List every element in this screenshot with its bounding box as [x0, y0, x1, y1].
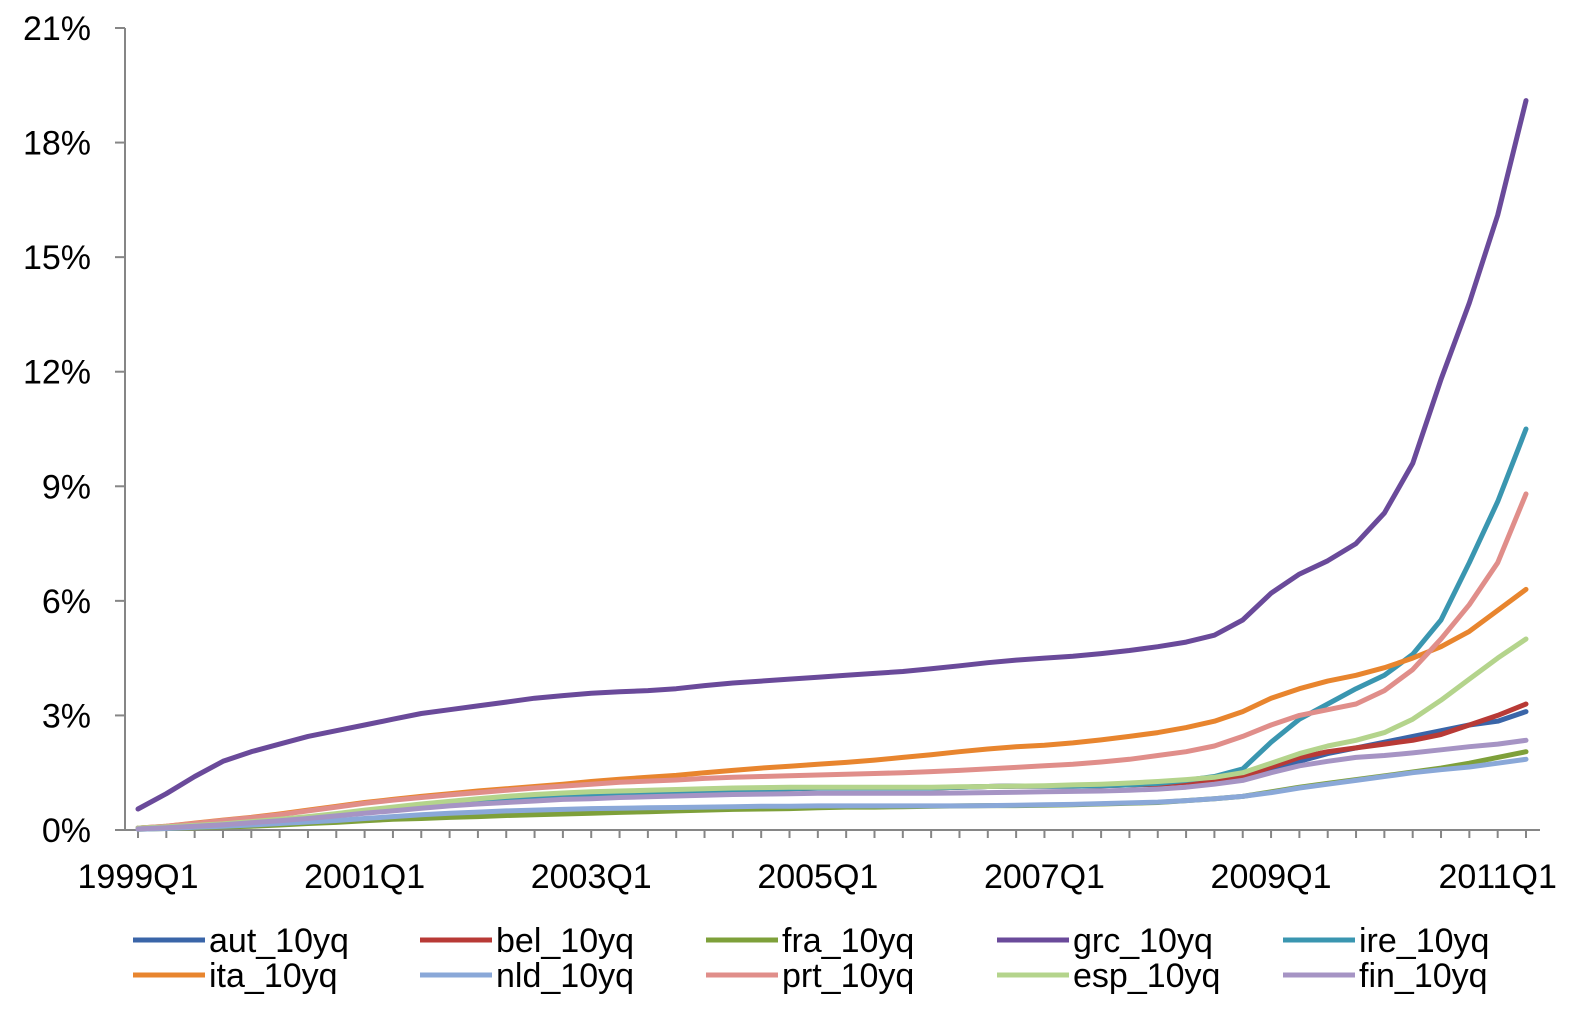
- series-line-nld-10yq: [135, 756, 1529, 832]
- legend-label-esp-10yq: esp_10yq: [1073, 957, 1220, 995]
- x-tick-label: 2009Q1: [1211, 858, 1332, 896]
- series-layer: [135, 98, 1529, 832]
- legend-label-fin-10yq: fin_10yq: [1359, 957, 1488, 995]
- legend-label-ita-10yq: ita_10yq: [209, 957, 338, 995]
- y-tick-label: 18%: [23, 125, 91, 163]
- x-tick-label: 2011Q1: [1438, 858, 1556, 896]
- y-tick-label: 0%: [42, 812, 91, 850]
- x-tick-label: 2007Q1: [984, 858, 1105, 896]
- axes-layer: 0% 3% 6% 9% 12% 15% 18% 21% 1999Q1 2001Q1 2003Q1 20…: [23, 10, 1557, 896]
- y-tick-label: 12%: [23, 354, 91, 392]
- legend-label-aut-10yq: aut_10yq: [209, 922, 349, 960]
- legend-label-prt-10yq: prt_10yq: [782, 957, 914, 995]
- y-tick-label: 21%: [23, 10, 91, 48]
- x-tick-label: 2001Q1: [304, 858, 425, 896]
- x-tick-label: 2003Q1: [531, 858, 652, 896]
- legend-label-fra-10yq: fra_10yq: [782, 922, 914, 960]
- legend-label-grc-10yq: grc_10yq: [1073, 922, 1213, 960]
- series-line-ire-10yq: [135, 426, 1529, 831]
- y-tick-label: 9%: [42, 468, 91, 506]
- y-tick-label: 3%: [42, 697, 91, 735]
- series-line-prt-10yq: [135, 491, 1529, 831]
- y-tick-label: 6%: [42, 583, 91, 621]
- x-tick-label: 2005Q1: [757, 858, 878, 896]
- series-line-grc-10yq: [135, 98, 1529, 812]
- y-tick-label: 15%: [23, 239, 91, 277]
- legend: aut_10yq bel_10yq fra_10yq grc_10yq ire_10yq…: [133, 922, 1489, 995]
- legend-label-bel-10yq: bel_10yq: [496, 922, 634, 960]
- legend-label-nld-10yq: nld_10yq: [496, 957, 634, 995]
- series-line-fin-10yq: [135, 737, 1529, 832]
- legend-label-ire-10yq: ire_10yq: [1359, 922, 1489, 960]
- series-line-esp-10yq: [135, 636, 1529, 831]
- x-tick-label: 1999Q1: [78, 858, 199, 896]
